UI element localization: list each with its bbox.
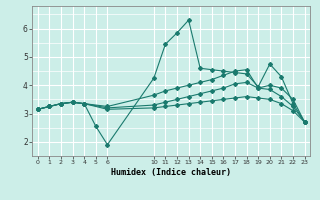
X-axis label: Humidex (Indice chaleur): Humidex (Indice chaleur) bbox=[111, 168, 231, 177]
